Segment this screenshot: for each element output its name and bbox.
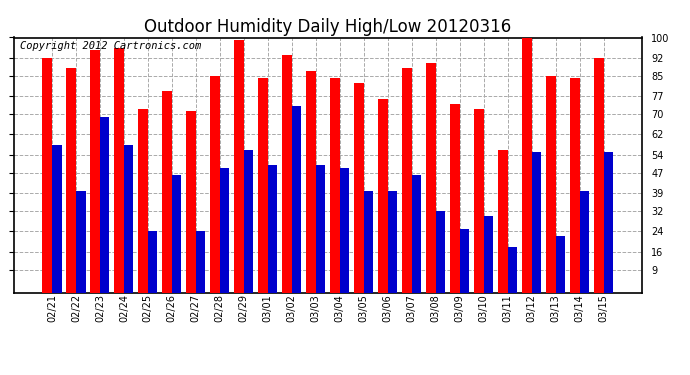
Bar [172, 175, 181, 292]
Bar [268, 165, 277, 292]
Bar [196, 231, 206, 292]
Bar [258, 78, 268, 292]
Bar [354, 83, 364, 292]
Bar [364, 190, 373, 292]
Bar [546, 76, 555, 292]
Bar [570, 78, 580, 292]
Bar [90, 50, 100, 292]
Bar [531, 152, 541, 292]
Bar [52, 145, 61, 292]
Bar [162, 91, 172, 292]
Title: Outdoor Humidity Daily High/Low 20120316: Outdoor Humidity Daily High/Low 20120316 [144, 18, 511, 36]
Bar [124, 145, 133, 292]
Bar [234, 40, 244, 292]
Bar [138, 109, 148, 292]
Bar [220, 168, 229, 292]
Bar [460, 229, 469, 292]
Bar [100, 117, 110, 292]
Bar [42, 58, 52, 292]
Bar [522, 38, 531, 292]
Bar [378, 99, 388, 292]
Bar [388, 190, 397, 292]
Bar [412, 175, 422, 292]
Text: Copyright 2012 Cartronics.com: Copyright 2012 Cartronics.com [20, 41, 201, 51]
Bar [148, 231, 157, 292]
Bar [402, 68, 412, 292]
Bar [474, 109, 484, 292]
Bar [435, 211, 445, 292]
Bar [339, 168, 349, 292]
Bar [186, 111, 196, 292]
Bar [426, 63, 435, 292]
Bar [66, 68, 76, 292]
Bar [282, 56, 292, 292]
Bar [306, 70, 316, 292]
Bar [210, 76, 220, 292]
Bar [498, 150, 508, 292]
Bar [115, 48, 124, 292]
Bar [330, 78, 339, 292]
Bar [580, 190, 589, 292]
Bar [555, 236, 565, 292]
Bar [244, 150, 253, 292]
Bar [594, 58, 604, 292]
Bar [316, 165, 326, 292]
Bar [450, 104, 460, 292]
Bar [508, 247, 518, 292]
Bar [292, 106, 302, 292]
Bar [604, 152, 613, 292]
Bar [76, 190, 86, 292]
Bar [484, 216, 493, 292]
